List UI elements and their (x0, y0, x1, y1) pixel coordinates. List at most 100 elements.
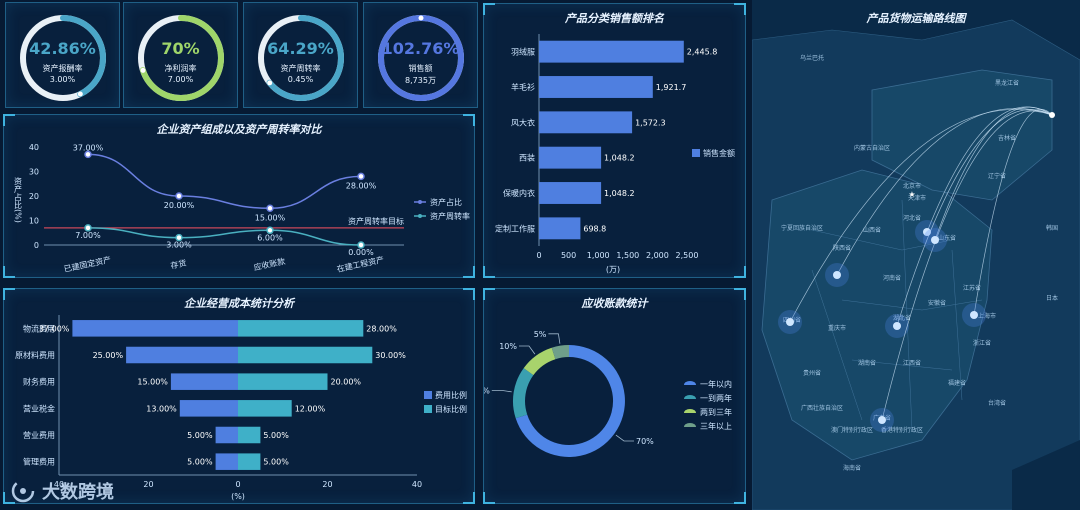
slice-label: 5% (534, 330, 547, 339)
northeast-region (871, 69, 1053, 201)
map-region-label: 内蒙古自治区 (854, 144, 890, 152)
province-boundary (811, 269, 863, 421)
gauge-value: 102.76% (381, 39, 460, 58)
bar-value-label: 5.00% (187, 431, 213, 440)
donut-slice (512, 368, 534, 419)
y-axis-label: 资产占比(%) (14, 176, 23, 223)
data-point (266, 204, 274, 212)
transport-route (934, 106, 1053, 241)
map-region-label: 海南省 (843, 464, 861, 472)
legend-label: 一年以内 (700, 379, 732, 389)
data-point (84, 150, 92, 159)
map-region-label: 韩国 (1046, 224, 1058, 232)
category-label: 风大衣 (511, 117, 535, 127)
cost-butterfly-title: 企业经营成本统计分析 (184, 297, 294, 310)
x-tick-label: 20 (322, 480, 332, 489)
x-tick-label: 40 (54, 480, 64, 489)
x-axis-label: (%) (231, 492, 245, 501)
legend-swatch (684, 409, 696, 413)
kpi-gauge-2: 70% 净利润率 7.00% (123, 2, 238, 108)
hub-point (931, 236, 939, 244)
legend-marker (418, 200, 422, 204)
map-region-label: 吉林省 (998, 134, 1016, 142)
map-region-label: 天津市 (908, 194, 926, 202)
map-region-label: 台湾省 (988, 399, 1006, 407)
legend-label: 资产周转率 (430, 211, 470, 221)
data-label: 37.00% (73, 143, 104, 152)
map-region-label: 乌兰巴托 (800, 54, 824, 62)
bar-value-label: 12.00% (295, 404, 326, 413)
x-tick-label: 20 (143, 480, 153, 489)
sales-bar (539, 146, 602, 169)
hub-point (970, 311, 978, 319)
brand-logo-icon (11, 479, 35, 503)
gauge-value: 42.86% (29, 39, 96, 58)
x-tick-label: 在建工程资产 (336, 254, 385, 274)
y-tick-label: 20 (29, 192, 39, 201)
hub-point (833, 271, 841, 279)
data-label: 15.00% (255, 213, 286, 222)
sales-bar (539, 111, 633, 134)
category-label: 原材料费用 (15, 350, 55, 360)
legend-label: 费用比例 (435, 390, 467, 400)
donut-slice (523, 347, 556, 376)
legend-label: 一到两年 (700, 393, 732, 403)
gauge-value: 70% (161, 39, 200, 58)
data-label: 28.00% (346, 181, 377, 190)
legend-swatch (424, 391, 432, 399)
gauge-fill (20, 15, 106, 101)
cost-bar-left (170, 373, 238, 390)
map-region-label: 上海市 (978, 312, 996, 320)
data-label: 7.00% (75, 231, 101, 240)
category-label: 营业费用 (23, 430, 55, 440)
legend-label: 两到三年 (700, 407, 732, 417)
legend-label: 目标比例 (435, 404, 467, 414)
legend-label: 销售金额 (703, 148, 735, 158)
gauge-value: 64.29% (267, 39, 334, 58)
cost-bar-right (238, 373, 328, 390)
gauge-sub-value: 0.45% (287, 75, 314, 84)
transport-route (896, 109, 1053, 327)
gauge-sub-value: 7.00% (167, 75, 194, 84)
map-region-label: 澳门特别行政区 (831, 426, 873, 434)
bar-value-label: 1,921.7 (656, 83, 687, 92)
gauge-fill (258, 15, 344, 101)
gauge-end-dot (418, 15, 424, 21)
kpi-gauge-4: 102.76% 销售额 8,735万 (363, 2, 478, 108)
map-region-label: 安徽省 (928, 299, 946, 307)
slice-label: 15% (484, 386, 490, 395)
x-tick-label: 40 (412, 480, 422, 489)
map-region-label: 香港特别行政区 (881, 426, 923, 434)
slice-label: 10% (499, 342, 517, 351)
category-label: 管理费用 (23, 457, 55, 467)
kpi-gauge-3: 64.29% 资产周转率 0.45% (243, 2, 358, 108)
x-tick-label: 2,500 (676, 251, 699, 260)
slice-label: 70% (636, 437, 654, 446)
bar-value-label: 1,572.3 (635, 118, 666, 127)
x-tick-label: 0 (536, 251, 541, 260)
slice-leader-line (519, 345, 536, 355)
category-label: 保暖内衣 (503, 188, 535, 198)
map-title: 产品货物运输路线图 (866, 12, 966, 25)
province-boundary (951, 249, 963, 401)
asset-line-chart: 0 10 20 30 40 资产占比(%) 已建固定资产 存货 应收账款 在建工程资产 资产周转率目… (14, 143, 471, 274)
hub-point (786, 318, 794, 326)
x-tick-label: 已建固定资产 (63, 254, 112, 274)
map-region-label: 浙江省 (973, 339, 991, 347)
sales-bar-title: 产品分类销售额排名 (565, 12, 664, 25)
cost-bar-left (126, 346, 238, 364)
map-region-label: 河北省 (903, 214, 921, 222)
sales-bar (539, 76, 653, 98)
donut-slice (551, 344, 569, 360)
map-region-label: 山东省 (938, 234, 956, 242)
gauge-fill (138, 15, 224, 101)
data-label: 0.00% (348, 248, 374, 257)
province-boundary (851, 359, 953, 371)
category-label: 物流费用 (23, 323, 55, 333)
data-point (266, 226, 274, 235)
data-label: 6.00% (257, 233, 283, 242)
category-label: 羊毛衫 (511, 82, 535, 92)
cost-bar-left (72, 320, 239, 337)
map-region-label: 辽宁省 (988, 172, 1006, 180)
